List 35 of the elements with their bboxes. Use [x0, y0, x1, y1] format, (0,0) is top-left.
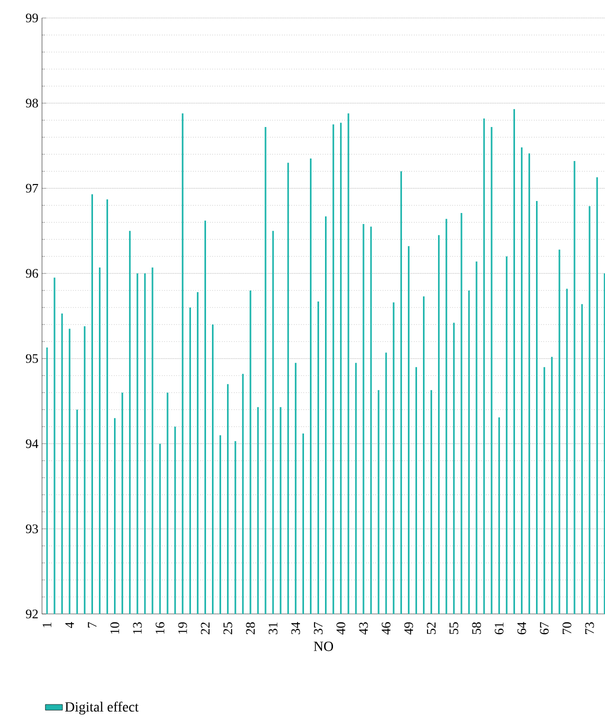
y-tick-label: 92 [26, 610, 38, 618]
y-tick-label: 97 [26, 184, 38, 193]
x-tick-label: 73 [585, 622, 594, 634]
x-tick-label: 49 [404, 622, 414, 635]
legend-label: Digital effect [65, 702, 139, 715]
x-tick-label: 7 [88, 622, 96, 628]
x-tick-label: 25 [223, 622, 232, 634]
x-tick-label: 67 [540, 622, 549, 634]
y-tick-label: 94 [26, 439, 38, 448]
x-tick-label: 46 [382, 622, 390, 635]
y-tick-label: 99 [26, 14, 38, 22]
x-tick-label: 52 [426, 622, 436, 634]
x-tick-label: 61 [494, 622, 504, 634]
x-tick-label: 70 [562, 622, 572, 634]
x-tick-label: 34 [291, 622, 300, 634]
x-tick-label: 40 [336, 622, 346, 635]
y-tick-label: 98 [26, 98, 38, 108]
y-tick-label: 96 [26, 269, 38, 278]
x-tick-label: 4 [65, 622, 74, 628]
x-axis-title: NO [314, 642, 334, 652]
x-tick-label: 16 [156, 622, 164, 634]
x-tick-label: 58 [472, 622, 481, 634]
y-tick-label: 95 [26, 354, 38, 363]
x-tick-label: 37 [314, 622, 323, 634]
x-tick-label: 64 [517, 622, 526, 634]
y-tick-label: 93 [26, 524, 38, 534]
x-tick-label: 28 [246, 622, 255, 634]
x-tick-label: 22 [200, 622, 210, 634]
x-tick-label: 13 [133, 622, 142, 634]
x-tick-label: 1 [42, 622, 52, 628]
x-tick-label: 31 [268, 622, 278, 634]
x-tick-label: 55 [450, 622, 458, 634]
x-tick-label: 10 [110, 622, 120, 634]
x-tick-label: 43 [359, 622, 368, 635]
x-tick-label: 19 [178, 622, 187, 634]
